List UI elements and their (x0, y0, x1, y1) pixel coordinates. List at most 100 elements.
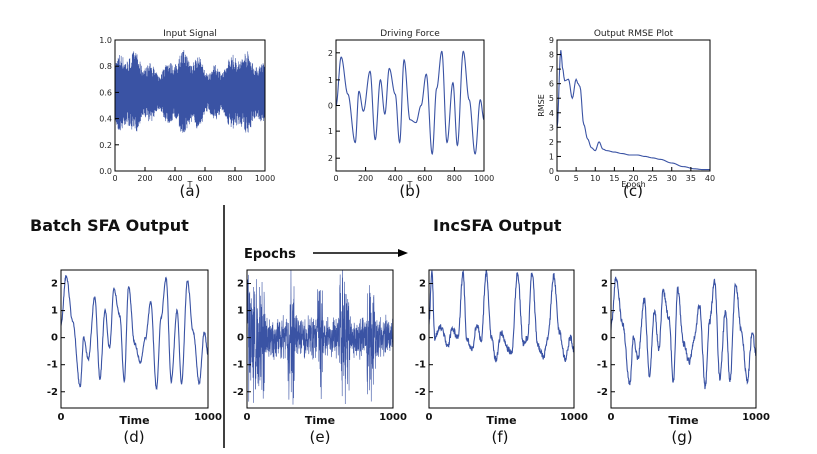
y-tick-label: 6 (549, 80, 554, 89)
y-tick-label: 0 (237, 333, 244, 344)
y-tick-label: 3 (549, 123, 554, 132)
y-tick-label: -1 (233, 360, 244, 371)
y-tick-label: 1 (328, 76, 333, 85)
y-tick-label: -1 (47, 360, 58, 371)
panel-b: Driving Force 0 200 400 600 800 1000 2 1 0 1 2 T(b) (328, 29, 494, 200)
y-tick-label: 4 (549, 109, 554, 118)
plot-frame-c (556, 39, 711, 172)
x-tick-label: 20 (628, 174, 638, 183)
x-tick-label: 800 (227, 174, 242, 183)
title-a: Input Signal (163, 29, 217, 39)
incsfa-heading: IncSFA Output (433, 216, 562, 235)
x-tick-label: 40 (705, 174, 715, 183)
x-tick-label: 1000 (255, 174, 275, 183)
y-tick-label: 1 (601, 306, 608, 317)
y-tick-label: 1 (549, 152, 554, 161)
series-line-c (557, 50, 710, 171)
x-axis-label-g: Time (668, 414, 698, 427)
y-tick-label: 1 (51, 306, 58, 317)
caption-f: (f) (492, 428, 509, 446)
x-tick-label: 0 (58, 412, 65, 423)
y-tick-label: 1 (237, 306, 244, 317)
plot-frame-d (60, 269, 209, 409)
panel-f: 0 1000 2 1 0 -1 -2 Time(f) (415, 269, 588, 446)
y-tick-label: -2 (597, 387, 608, 398)
batch-sfa-heading: Batch SFA Output (30, 216, 189, 235)
x-axis-label-f: Time (486, 414, 516, 427)
x-tick-label: 1000 (742, 412, 770, 423)
x-axis-label-e: Time (305, 414, 335, 427)
series-line-a (115, 50, 265, 133)
x-axis-label-a: T (187, 180, 193, 189)
plot-frame-f (428, 269, 575, 409)
x-tick-label: 200 (137, 174, 152, 183)
x-tick-label: 400 (388, 174, 403, 183)
x-tick-label: 1000 (474, 174, 494, 183)
y-tick-label: 0.0 (99, 167, 112, 176)
y-tick-label: 9 (549, 36, 554, 45)
epochs-label: Epochs (244, 247, 296, 262)
caption-g: (g) (671, 428, 692, 446)
title-c: Output RMSE Plot (594, 29, 674, 39)
series-line-g (611, 276, 756, 390)
x-tick-label: 0 (554, 174, 559, 183)
y-tick-label: 0.6 (99, 88, 112, 97)
y-tick-label: 5 (549, 94, 554, 103)
x-tick-label: 0 (333, 174, 338, 183)
x-tick-label: 0 (112, 174, 117, 183)
caption-b: (b) (399, 182, 420, 200)
y-tick-label: 8 (549, 51, 554, 60)
y-tick-label: -2 (233, 387, 244, 398)
x-axis-label-c: Epoch (621, 180, 646, 189)
x-tick-label: 10 (590, 174, 600, 183)
y-tick-label: 1.0 (99, 36, 112, 45)
x-tick-label: 1000 (194, 412, 222, 423)
series-line-f (429, 270, 574, 363)
y-tick-label: 0 (328, 102, 333, 111)
series-line-b (336, 50, 484, 156)
y-tick-label: 1 (419, 306, 426, 317)
y-tick-label: 2 (51, 279, 58, 290)
panel-d: 0 1000 2 1 0 -1 -2 Time(d) (47, 269, 222, 446)
caption-c: (c) (623, 182, 643, 200)
x-axis-label-d: Time (119, 414, 149, 427)
y-tick-label: -2 (415, 387, 426, 398)
x-tick-label: 25 (648, 174, 658, 183)
x-tick-label: 1000 (379, 412, 407, 423)
panel-a: Input Signal 0 200 400 600 800 1000 0.0 0.2 0.4 0.… (99, 29, 275, 200)
x-tick-label: 0 (244, 412, 251, 423)
panel-e: 0 1000 2 1 0 -1 -2 Time(e) (233, 269, 407, 446)
caption-e: (e) (310, 428, 331, 446)
x-axis-label-b: T (407, 180, 413, 189)
plot-frame-g (610, 269, 757, 409)
x-tick-label: 35 (686, 174, 696, 183)
y-tick-label: 0.8 (99, 62, 112, 71)
y-tick-label: -1 (415, 360, 426, 371)
x-tick-label: 0 (426, 412, 433, 423)
series-line-e (247, 270, 393, 405)
caption-d: (d) (123, 428, 144, 446)
series-line-d (61, 275, 208, 391)
caption-a: (a) (180, 182, 201, 200)
y-tick-label: 0 (419, 333, 426, 344)
x-tick-label: 200 (358, 174, 373, 183)
x-tick-label: 1000 (560, 412, 588, 423)
x-tick-label: 5 (574, 174, 579, 183)
x-tick-label: 30 (667, 174, 677, 183)
panel-c: Output RMSE Plot 0 5 10 15 20 25 30 35 40 0 1 2 3 4 5 6 7… (537, 29, 715, 200)
x-tick-label: 600 (197, 174, 212, 183)
y-tick-label: 0 (51, 333, 58, 344)
x-tick-label: 400 (167, 174, 182, 183)
x-tick-label: 800 (447, 174, 462, 183)
y-tick-label: 2 (237, 279, 244, 290)
y-tick-label: 0.2 (99, 141, 112, 150)
x-tick-label: 0 (608, 412, 615, 423)
y-tick-label: -2 (47, 387, 58, 398)
y-tick-label: 2 (549, 138, 554, 147)
plot-frame-e (246, 269, 394, 409)
y-tick-label: 1 (328, 127, 333, 136)
y-tick-label: 0.4 (99, 115, 112, 124)
x-tick-label: 15 (609, 174, 619, 183)
x-tick-label: 600 (417, 174, 432, 183)
